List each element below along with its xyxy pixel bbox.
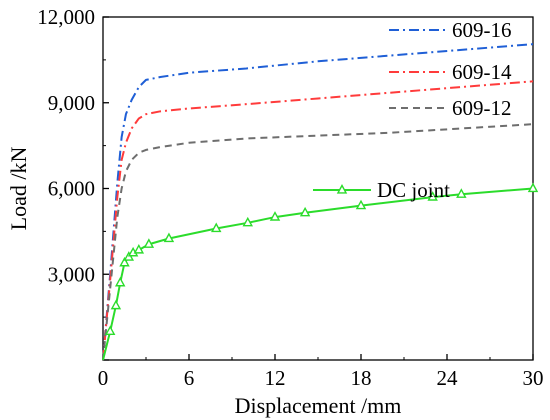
y-tick-label: 6,000	[48, 177, 95, 201]
data-point	[269, 211, 281, 221]
data-point	[527, 182, 539, 193]
data-point	[211, 222, 222, 233]
legend-item-609-12: 609-12	[389, 96, 512, 120]
y-tick-label: 9,000	[48, 91, 95, 115]
series-line-609-12	[102, 123, 534, 361]
legend-label: DC joint	[377, 178, 450, 202]
data-point	[299, 206, 311, 217]
series-line-dc-joint	[102, 187, 534, 361]
data-point	[110, 299, 122, 310]
data-point	[456, 188, 467, 198]
series-group	[102, 43, 539, 361]
legend-label: 609-12	[452, 96, 512, 120]
x-axis-title: Displacement /mm	[235, 393, 402, 418]
data-point	[114, 276, 126, 287]
data-point	[133, 243, 145, 254]
series-dc-joint	[102, 182, 539, 361]
legend-item-609-16: 609-16	[389, 18, 512, 42]
legend-label: 609-16	[452, 18, 512, 42]
data-point	[242, 216, 253, 227]
x-tick-label: 12	[265, 366, 286, 390]
series-609-14	[102, 80, 534, 361]
series-609-16	[102, 43, 534, 361]
series-609-12	[102, 123, 534, 361]
data-point	[104, 325, 116, 336]
legend-label: 609-14	[452, 60, 512, 84]
series-line-609-16	[102, 43, 534, 361]
y-axis-title: Load /kN	[6, 147, 31, 231]
x-tick-label: 30	[523, 366, 544, 390]
legend-item-609-14: 609-14	[389, 60, 512, 84]
legend-item-dc-joint: DC joint	[313, 178, 450, 202]
data-point	[143, 238, 155, 248]
legend: 609-16 609-14 609-12 DC joint	[313, 18, 512, 202]
x-tick-label: 6	[184, 366, 195, 390]
data-point	[119, 256, 130, 267]
axes: 0 6 12 18 24 30 3,000 6,000 9,000 12,000	[37, 5, 543, 390]
x-tick-label: 24	[437, 366, 459, 390]
data-point	[163, 232, 175, 243]
series-line-609-14	[102, 80, 534, 361]
x-tick-label: 18	[351, 366, 372, 390]
x-tick-label: 0	[98, 366, 109, 390]
data-point	[427, 191, 438, 201]
data-point	[355, 199, 367, 210]
y-tick-label: 3,000	[48, 262, 95, 286]
legend-marker	[336, 184, 348, 194]
y-tick-label: 12,000	[37, 5, 95, 29]
